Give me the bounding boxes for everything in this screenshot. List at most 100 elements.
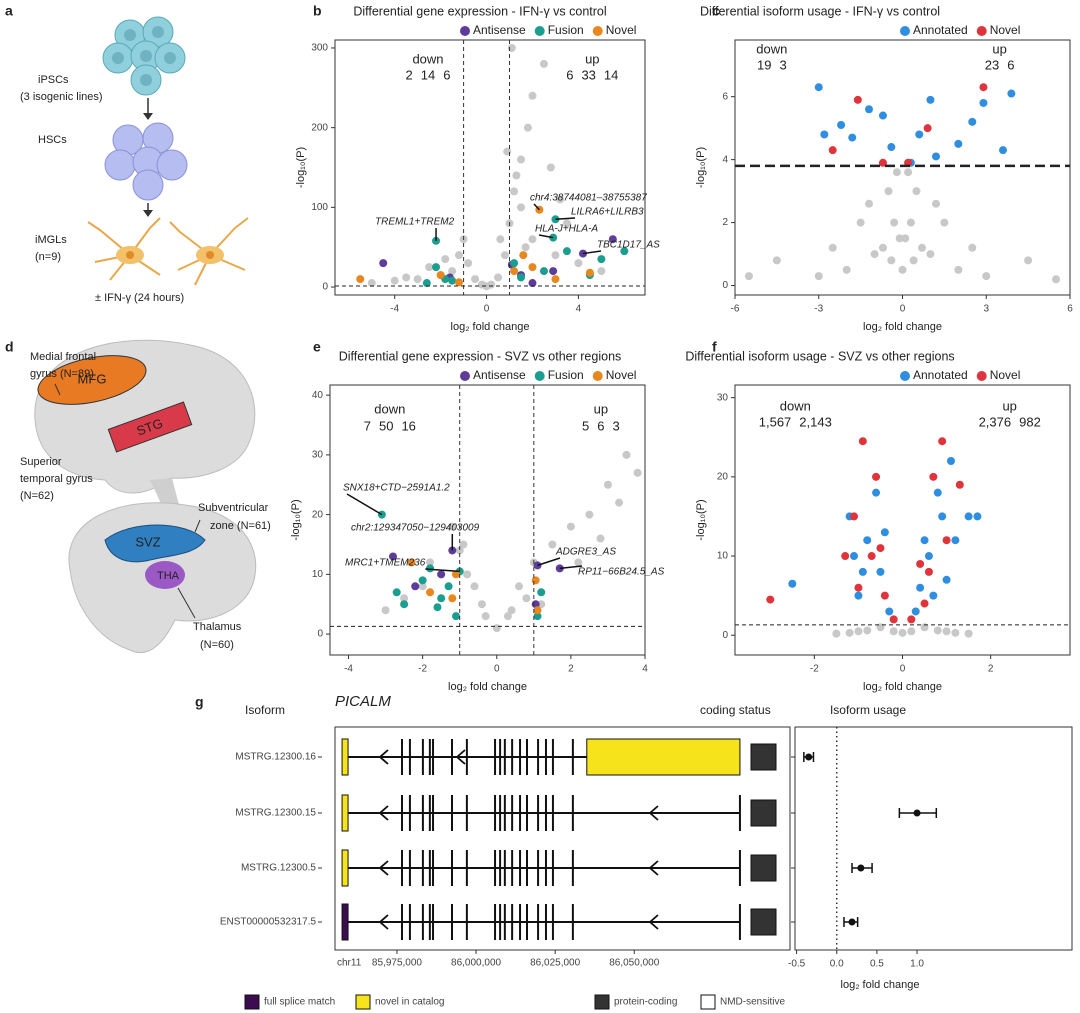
point bbox=[471, 275, 480, 284]
count-header: down bbox=[374, 401, 405, 416]
point bbox=[850, 512, 859, 521]
count-value: 1,567 bbox=[759, 414, 792, 429]
ipsc-note: (3 isogenic lines) bbox=[20, 91, 103, 103]
chart-title: Differential isoform usage - SVZ vs othe… bbox=[685, 349, 954, 363]
point bbox=[858, 437, 867, 446]
x-tick-label: -2 bbox=[810, 664, 819, 675]
point bbox=[890, 218, 899, 227]
point bbox=[539, 59, 548, 68]
chart-title: Differential isoform usage - IFN-γ vs co… bbox=[700, 4, 940, 18]
mfg-name: Medial frontal bbox=[30, 351, 96, 363]
isoform-label: ENST00000532317.5 bbox=[220, 917, 317, 928]
point bbox=[842, 265, 851, 274]
legend-label: Novel bbox=[990, 368, 1021, 382]
point bbox=[510, 267, 519, 276]
point bbox=[389, 552, 397, 561]
legend-swatch bbox=[355, 994, 371, 1010]
point bbox=[968, 243, 977, 252]
count-value: 7 bbox=[364, 418, 371, 433]
point bbox=[837, 121, 846, 129]
point bbox=[744, 272, 753, 281]
point bbox=[1052, 275, 1061, 284]
point bbox=[496, 235, 505, 244]
point bbox=[924, 567, 933, 576]
point bbox=[878, 158, 887, 167]
legend-swatch bbox=[594, 994, 610, 1010]
stg-name: Superior bbox=[20, 456, 62, 468]
ipsc-label: iPSCs bbox=[38, 74, 69, 86]
point bbox=[521, 243, 530, 252]
point bbox=[566, 522, 575, 531]
point bbox=[979, 83, 988, 92]
legend-label: Novel bbox=[990, 23, 1021, 37]
y-tick-label: 2 bbox=[722, 217, 728, 228]
y-tick-label: 10 bbox=[312, 569, 324, 580]
point bbox=[481, 612, 490, 621]
point bbox=[533, 606, 542, 615]
legend-swatch bbox=[976, 26, 987, 36]
point bbox=[854, 583, 863, 592]
point bbox=[933, 488, 942, 497]
point bbox=[528, 279, 537, 288]
y-tick-label: 0 bbox=[722, 630, 728, 641]
legend-label: novel in catalog bbox=[375, 997, 445, 1008]
point bbox=[510, 259, 519, 268]
point bbox=[533, 612, 542, 621]
point bbox=[464, 259, 473, 268]
point bbox=[968, 117, 977, 126]
point bbox=[455, 546, 464, 555]
point bbox=[585, 510, 594, 519]
y-tick-label: 200 bbox=[311, 122, 328, 133]
strand-arrow bbox=[648, 805, 659, 821]
point bbox=[814, 272, 823, 281]
point bbox=[865, 105, 873, 114]
point bbox=[876, 544, 885, 553]
point bbox=[820, 130, 829, 139]
plot-frame bbox=[734, 39, 1071, 296]
count-value: 2 bbox=[406, 67, 413, 82]
x-tick-label: 2 bbox=[568, 664, 574, 675]
panel-label: d bbox=[5, 339, 14, 355]
annotation-leader bbox=[425, 568, 460, 573]
point bbox=[907, 615, 916, 624]
legend-swatch bbox=[534, 371, 545, 381]
count-value: 982 bbox=[1019, 414, 1041, 429]
point bbox=[437, 570, 446, 579]
y-tick-label: 300 bbox=[311, 43, 328, 54]
count-header: down bbox=[756, 41, 787, 56]
x-tick-label: 6 bbox=[1067, 304, 1073, 315]
imgl-label: iMGLs bbox=[35, 234, 67, 246]
point bbox=[863, 536, 872, 545]
point bbox=[918, 243, 927, 252]
mfg-label: MFG bbox=[78, 371, 107, 386]
legend-label: Fusion bbox=[548, 23, 584, 37]
point bbox=[887, 256, 896, 265]
point bbox=[519, 251, 528, 260]
count-value: 16 bbox=[401, 418, 415, 433]
gene-annotation: TREML1+TREM2 bbox=[375, 217, 455, 228]
point bbox=[537, 588, 546, 597]
count-header: up bbox=[585, 51, 599, 66]
point bbox=[973, 512, 982, 521]
mfg-name: gyrus (N=89) bbox=[30, 368, 94, 380]
x-tick-label: 4 bbox=[642, 664, 648, 675]
point bbox=[400, 594, 409, 603]
point bbox=[942, 575, 951, 584]
y-tick-label: 0 bbox=[322, 282, 328, 293]
point bbox=[954, 139, 963, 148]
plot-frame bbox=[734, 384, 1071, 656]
legend-label: Antisense bbox=[473, 368, 526, 382]
point bbox=[850, 552, 859, 561]
point bbox=[452, 570, 460, 579]
legend-swatch bbox=[460, 371, 470, 381]
point bbox=[356, 275, 365, 284]
x-tick-label: 86,025,000 bbox=[530, 958, 580, 969]
cell-illustration bbox=[87, 16, 249, 286]
point bbox=[494, 273, 503, 282]
point bbox=[517, 203, 525, 212]
point bbox=[892, 168, 901, 177]
point bbox=[455, 278, 463, 287]
point bbox=[413, 275, 422, 284]
point bbox=[848, 133, 857, 142]
